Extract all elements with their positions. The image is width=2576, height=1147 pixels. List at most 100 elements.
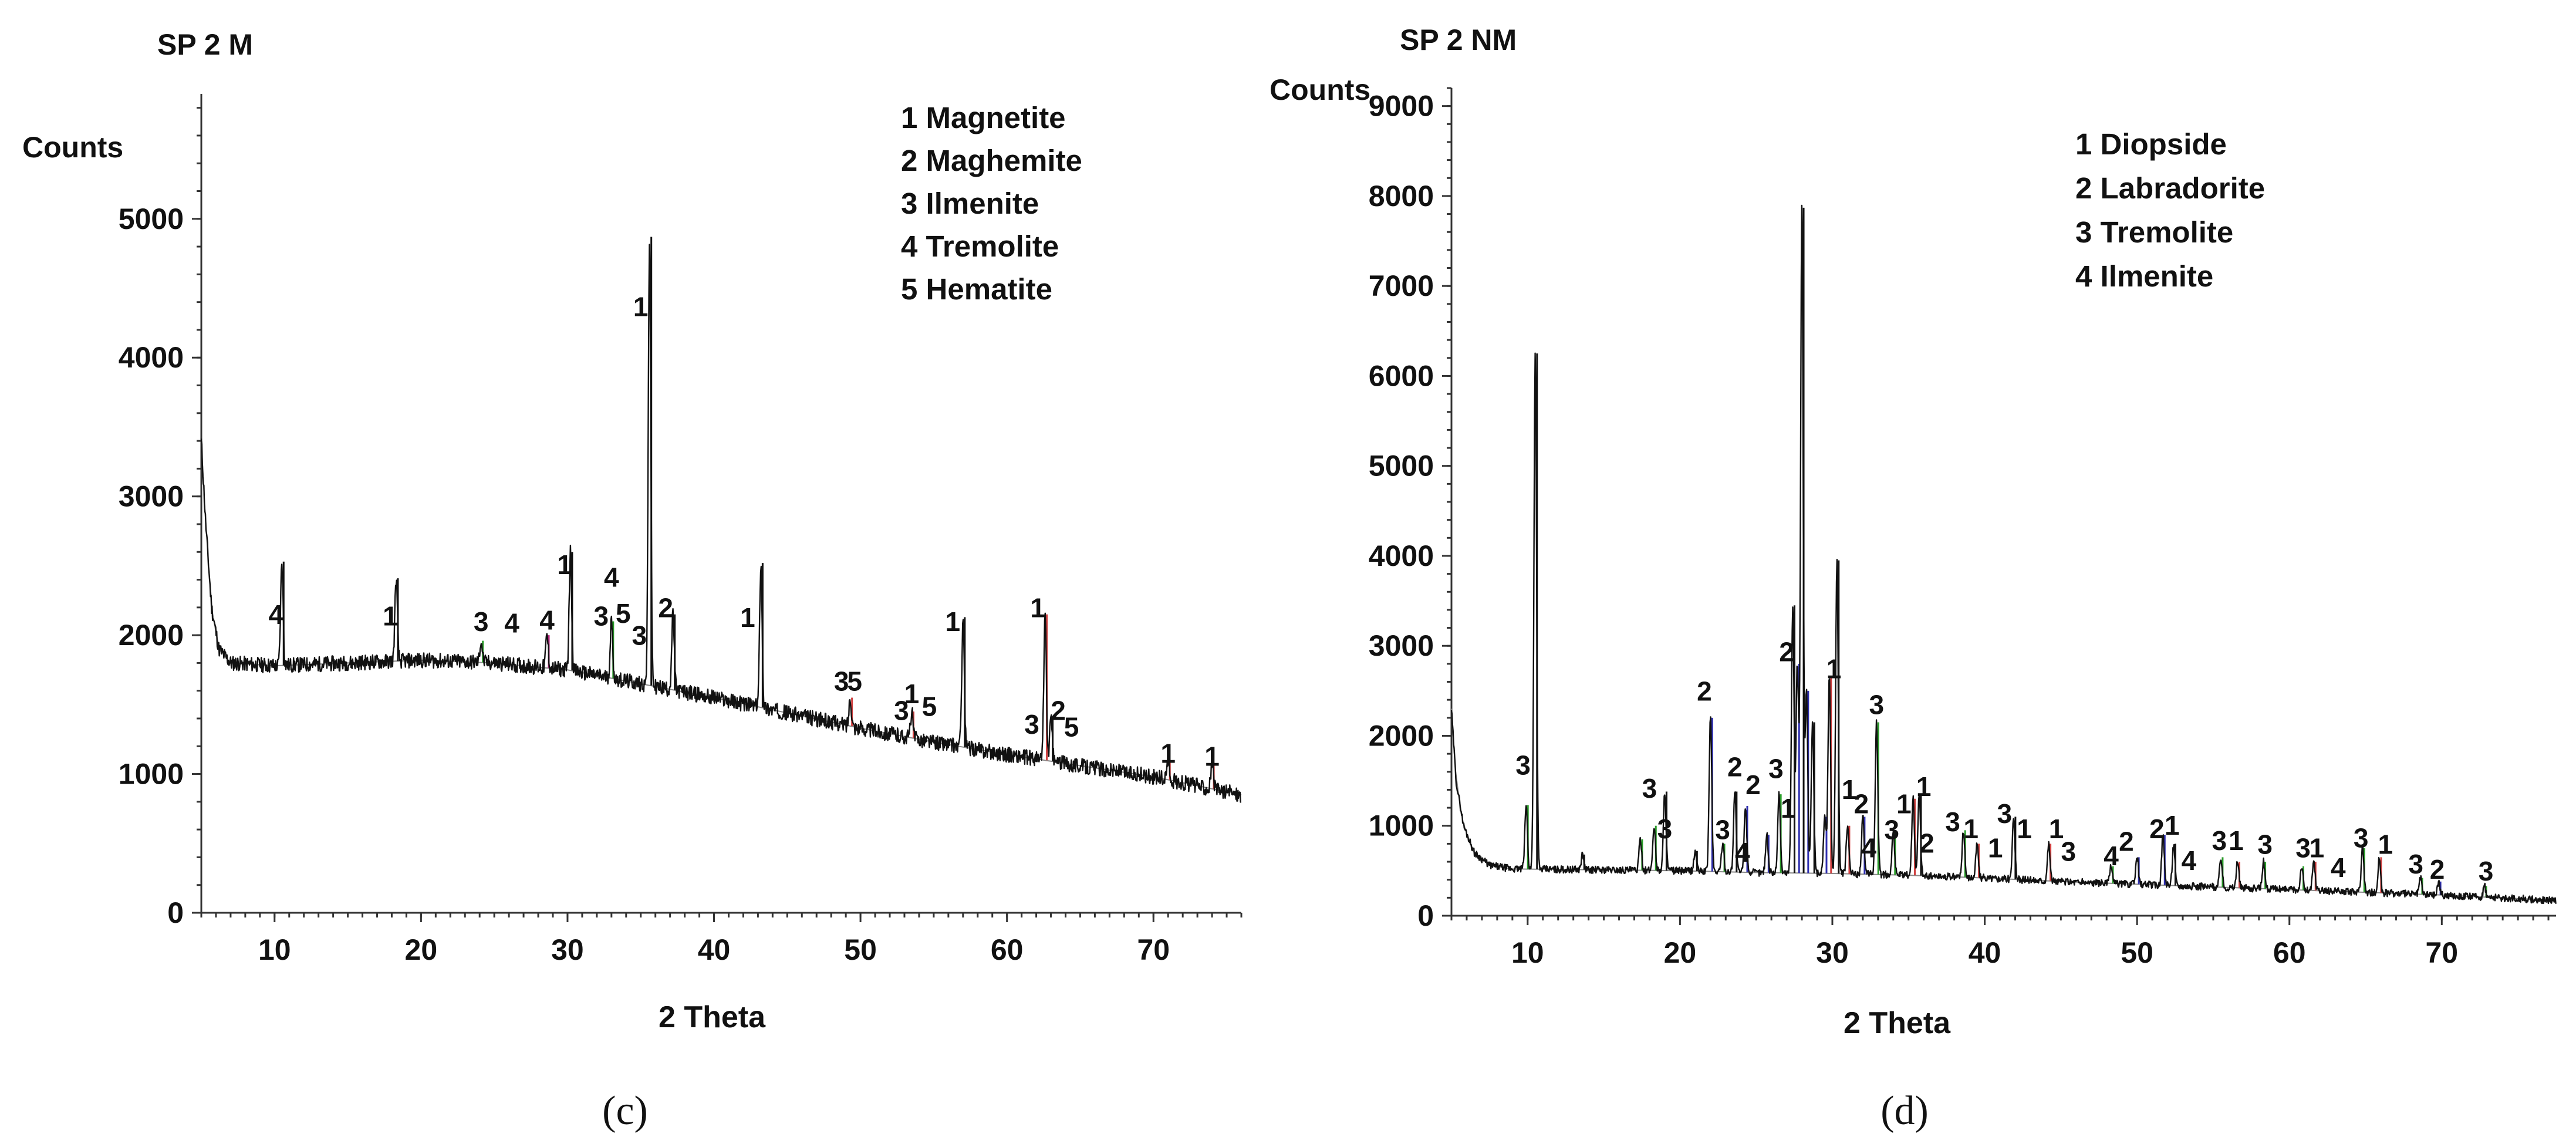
y-tick-label: 7000 [1369,269,1434,302]
panel-d-chart: SP 2 NM Counts 2 Theta (d) 1 Diopside 2 L… [1270,23,2557,1133]
x-tick-label: 30 [1816,936,1849,969]
peak-label: 5 [616,598,631,629]
x-tick-label: 60 [991,933,1024,966]
peak-label: 3 [2061,836,2077,867]
peak-label: 2 [1919,828,1934,859]
peak-label: 3 [1869,690,1884,720]
peak-label: 2 [1727,751,1743,782]
peak-label: 1 [1827,653,1842,684]
diffraction-trace [200,244,1242,803]
y-tick-label: 1000 [119,758,184,791]
peak-label: 1 [1896,788,1912,819]
peak-label: 1 [383,601,398,632]
peak-label: 1 [1963,814,1979,844]
x-tick-label: 40 [1969,936,2001,969]
peak-label: 3 [1884,815,1899,845]
peak-label: 3 [2408,849,2423,879]
y-tick-label: 2000 [1369,719,1434,752]
legend-entry: 5 Hematite [901,272,1052,306]
background-baseline [201,441,1242,795]
peak-label: 1 [1160,738,1176,769]
peak-label: 2 [1779,636,1794,667]
peak-label: 4 [268,599,283,630]
x-axis-label: 2 Theta [659,1000,766,1034]
y-tick-label: 4000 [119,341,184,374]
peak-label: 1 [1916,771,1932,802]
legend-entry: 2 Labradorite [2075,171,2265,205]
axes: 0 1000 2000 3000 4000 5000 10 20 30 40 50 60 70 [119,94,1243,966]
legend-entry: 1 Diopside [2075,127,2227,161]
peak-label: 2 [2149,814,2165,844]
peak-label: 1 [2017,814,2032,844]
x-axis-label: 2 Theta [1844,1006,1951,1040]
peak-label: 2 [1853,788,1869,819]
peak-label: 1 [633,291,649,322]
x-tick-label: 20 [1664,936,1697,969]
legend-entry: 3 Ilmenite [901,187,1039,220]
peak-label: 2 [2430,854,2445,885]
peak-label: 1 [740,602,755,633]
peak-label: 3 [1715,815,1730,845]
peak-label: 1 [1988,832,2003,863]
y-tick-label: 3000 [119,480,184,513]
peak-label: 3 [2212,825,2227,856]
chart-title: SP 2 M [157,28,253,61]
x-tick-label: 10 [1511,936,1544,969]
x-tick-label: 20 [405,933,438,966]
peak-label: 3 [1768,754,1784,784]
peak-label: 3 [834,666,849,697]
peak-label: 1 [1204,741,1220,771]
peak-label: 3 [1657,814,1673,844]
peak-label: 1 [1842,774,1857,805]
y-tick-label: 0 [1417,899,1434,932]
peak-label: 1 [946,606,961,637]
y-tick-label: 5000 [119,203,184,235]
peak-label: 3 [2257,829,2273,859]
peak-label: 1 [2229,825,2244,856]
legend: 1 Magnetite 2 Maghemite 3 Ilmenite 4 Tremol… [901,101,1082,306]
peak-label: 5 [847,666,862,697]
y-axis-label: Counts [22,131,123,164]
peak-label: 3 [632,620,647,651]
peak-label: 3 [1024,709,1039,740]
peak-label: 1 [2165,810,2180,841]
y-tick-label: 6000 [1369,359,1434,392]
panel-caption: (c) [602,1088,648,1133]
panel-caption: (d) [1880,1088,1929,1133]
x-tick-label: 30 [551,933,584,966]
y-tick-label: 4000 [1369,539,1434,572]
peak-label: 2 [658,592,673,623]
legend-entry: 2 Maghemite [901,144,1082,177]
peak-label: 3 [594,601,609,632]
y-tick-label: 9000 [1369,90,1434,123]
peak-label: 1 [2378,829,2393,859]
y-tick-label: 3000 [1369,629,1434,662]
axes: 0 1000 2000 3000 4000 5000 6000 7000 8000 9000 10 2… [1369,87,2556,969]
peak-label: 3 [1515,750,1531,780]
y-tick-label: 0 [167,896,184,929]
peak-label: 4 [1861,832,1876,863]
peak-label: 2 [1051,695,1066,726]
diffraction-trace [1450,204,2557,905]
y-tick-label: 1000 [1369,809,1434,842]
x-tick-label: 10 [258,933,291,966]
x-tick-label: 50 [2121,936,2153,969]
peak-label: 3 [1945,807,1960,837]
peak-label: 4 [504,608,519,638]
y-tick-label: 5000 [1369,450,1434,483]
x-tick-label: 60 [2273,936,2306,969]
peak-label: 1 [557,549,572,580]
peak-label: 1 [1781,793,1796,824]
panel-c-chart: SP 2 M Counts 2 Theta (c) 1 Magnetite 2 M… [22,28,1243,1133]
peak-label: 3 [2295,832,2311,863]
peak-label: 2 [2119,826,2134,857]
peak-label: 4 [1735,837,1750,868]
x-tick-label: 70 [2425,936,2458,969]
peak-label: 3 [894,695,909,726]
peak-label: 3 [2479,856,2494,886]
peak-label: 3 [1997,798,2013,829]
peak-label: 1 [2049,814,2064,844]
peak-label: 3 [1642,773,1657,804]
